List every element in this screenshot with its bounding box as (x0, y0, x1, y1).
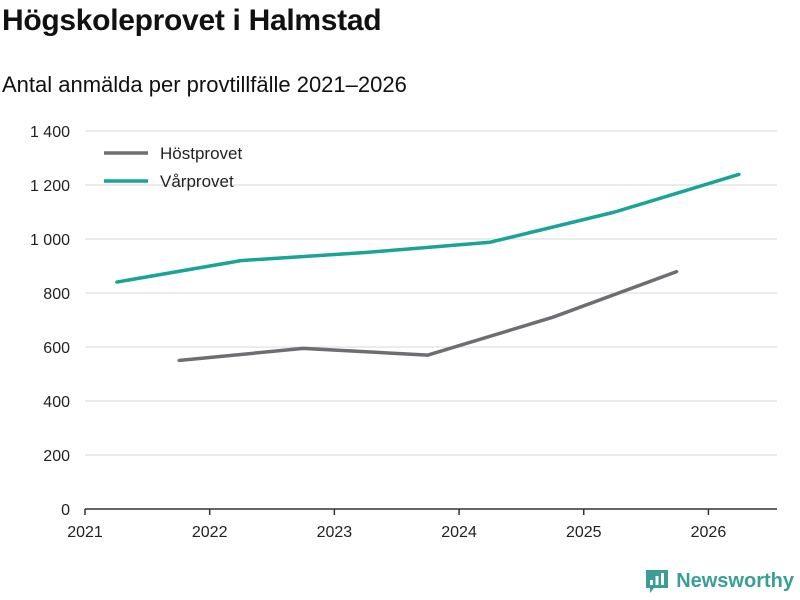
y-tick-label-600: 600 (43, 340, 70, 357)
series-1-point-4 (551, 316, 554, 319)
x-tick-label-2026: 2026 (691, 524, 727, 541)
series-2-point-4 (489, 241, 492, 244)
y-tick-label-1000: 1 000 (30, 232, 70, 249)
chart-subtitle: Antal anmälda per provtillfälle 2021–202… (2, 72, 407, 97)
y-axis-labels: 0 200 400 600 800 1 000 1 200 1 400 (30, 124, 70, 519)
series-2-point-2 (239, 259, 243, 262)
x-tick-label-2022: 2022 (192, 524, 228, 541)
newsworthy-logo: Newsworthy (644, 568, 794, 594)
x-axis (84, 508, 777, 515)
y-tick-label-800: 800 (43, 286, 70, 303)
grid-lines (85, 130, 777, 456)
series-2-point-5 (613, 210, 617, 214)
x-tick-label-2024: 2024 (441, 524, 477, 541)
series-line-2 (115, 172, 741, 284)
y-tick-label-400: 400 (43, 394, 70, 411)
x-tick-label-2023: 2023 (317, 524, 353, 541)
y-tick-label-200: 200 (43, 448, 70, 465)
chart-title: Högskoleprovet i Halmstad (2, 4, 382, 37)
legend-label-2: Vårprovet (160, 172, 234, 191)
series-1-point-2 (301, 347, 305, 350)
series-1-point-3 (426, 353, 430, 357)
series-1-point-5 (676, 270, 679, 273)
series-1-point-1 (177, 359, 180, 362)
x-tick-label-2021: 2021 (67, 524, 103, 541)
x-axis-labels: 2021 2022 2023 2024 2025 2026 (67, 524, 726, 541)
brand-name: Newsworthy (676, 569, 794, 592)
series-2-point-1 (114, 281, 118, 284)
series-2-point-6 (738, 173, 741, 176)
legend-label-1: Höstprovet (160, 144, 242, 163)
x-tick-label-2025: 2025 (566, 524, 602, 541)
y-tick-label-0: 0 (61, 502, 70, 519)
legend: Höstprovet Vårprovet (104, 144, 242, 191)
y-tick-label-1200: 1 200 (30, 178, 70, 195)
series-lines (114, 172, 741, 363)
series-2-point-3 (364, 251, 367, 254)
newsworthy-chart-icon (646, 570, 669, 593)
y-tick-label-1400: 1 400 (30, 124, 70, 141)
